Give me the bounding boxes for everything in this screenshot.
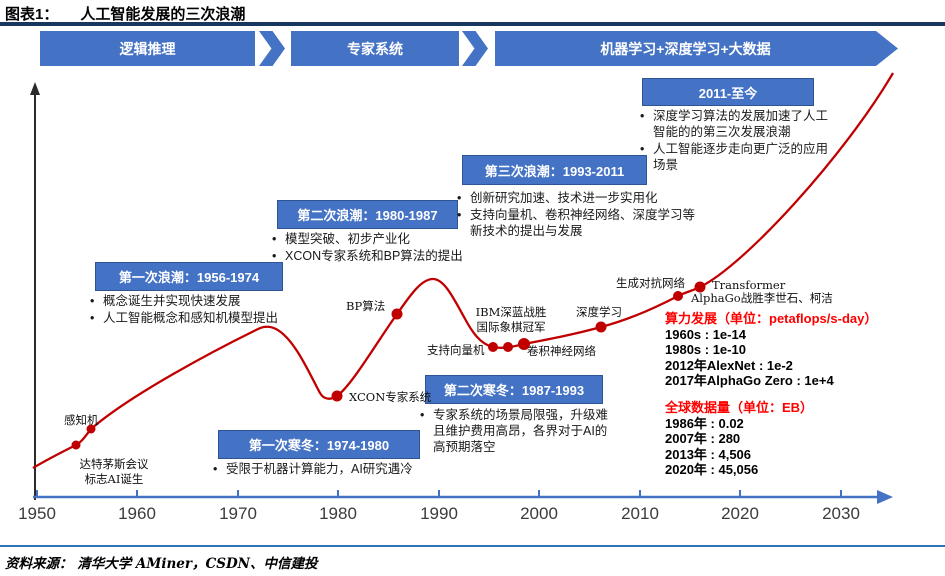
wave1-bullets: 概念诞生并实现快速发展 人工智能概念和感知机模型提出 bbox=[88, 293, 343, 327]
data-volume-stats-title: 全球数据量（单位：EB） bbox=[665, 400, 814, 415]
wave1-box: 第一次浪潮：1956-1974 bbox=[95, 262, 283, 291]
figure-title-row: 图表1： 人工智能发展的三次浪潮 bbox=[5, 3, 245, 24]
bullet-item: 创新研究加速、技术进一步实用化 bbox=[455, 190, 698, 206]
wave1-title: 第一次浪潮：1956-1974 bbox=[118, 270, 260, 285]
milestone-label-gan: 生成对抗网络 bbox=[616, 276, 685, 290]
wave4-box: 2011-至今 bbox=[642, 78, 814, 106]
stat-line: 1980s : 1e-10 bbox=[665, 342, 746, 357]
era-stage-logic-reasoning: 逻辑推理 bbox=[40, 31, 255, 66]
milestone-dot bbox=[391, 308, 403, 320]
milestone-dot bbox=[503, 342, 513, 352]
figure-label: 图表1： bbox=[5, 6, 59, 23]
milestone-label-bp: BP算法 bbox=[346, 299, 386, 313]
bullet-item: XCON专家系统和BP算法的提出 bbox=[270, 248, 495, 264]
bullet-item: 受限于机器计算能力，AI研究遇冷 bbox=[211, 461, 471, 477]
bullet-item: 支持向量机、卷积神经网络、深度学习等新技术的提出与发展 bbox=[455, 207, 698, 239]
milestone-label-deep-blue: IBM深蓝战胜 国际象棋冠军 bbox=[475, 305, 547, 334]
winter2-box: 第二次寒冬：1987-1993 bbox=[425, 375, 603, 404]
milestone-dot bbox=[595, 321, 607, 333]
bullet-item: 模型突破、初步产业化 bbox=[270, 231, 495, 247]
milestone-dot bbox=[673, 291, 683, 301]
bullet-item: 专家系统的场景局限强，升级难且维护费用高昂，各界对于AI的高预期落空 bbox=[418, 407, 610, 455]
wave2-bullets: 模型突破、初步产业化 XCON专家系统和BP算法的提出 bbox=[270, 231, 495, 265]
wave4-title: 2011-至今 bbox=[698, 85, 758, 101]
milestone-label-transformer: Transformer bbox=[712, 278, 786, 292]
x-axis-arrow-icon bbox=[877, 490, 893, 504]
milestone-label-perceptron: 感知机 bbox=[64, 413, 99, 427]
x-tick-1960: 1960 bbox=[118, 504, 156, 523]
x-tick-1990: 1990 bbox=[420, 504, 458, 523]
milestone-label-alphago: AlphaGo战胜李世石、柯洁 bbox=[691, 291, 833, 305]
stat-line: 2013年 : 4,506 bbox=[665, 446, 752, 462]
wave3-bullets: 创新研究加速、技术进一步实用化 支持向量机、卷积神经网络、深度学习等新技术的提出… bbox=[455, 190, 698, 240]
wave4-bullets: 深度学习算法的发展加速了人工智能的的第三次发展浪潮 人工智能逐步走向更广泛的应用… bbox=[638, 108, 836, 174]
winter1-bullets: 受限于机器计算能力，AI研究遇冷 bbox=[211, 461, 471, 478]
winter1-title: 第一次寒冬：1974-1980 bbox=[248, 438, 390, 453]
milestone-label-xcon: XCON专家系统 bbox=[349, 390, 432, 404]
stat-line: 2017年AlphaGo Zero : 1e+4 bbox=[665, 373, 834, 388]
x-tick-1980: 1980 bbox=[319, 504, 357, 523]
milestone-label-dartmouth: 达特茅斯会议 标志AI诞生 bbox=[79, 457, 149, 486]
source-note: 资料来源： 清华大学 AMiner，CSDN、中信建投 bbox=[5, 556, 318, 572]
milestone-dot bbox=[488, 342, 498, 352]
bullet-item: 深度学习算法的发展加速了人工智能的的第三次发展浪潮 bbox=[638, 108, 836, 140]
bullet-item: 概念诞生并实现快速发展 bbox=[88, 293, 343, 309]
data-volume-stats-block: 全球数据量（单位：EB） 1986年 : 0.02 2007年 : 280 20… bbox=[665, 400, 813, 478]
y-axis-arrow-icon bbox=[30, 82, 40, 95]
stat-line: 2020年 : 45,056 bbox=[665, 462, 759, 477]
wave3-title: 第三次浪潮：1993-2011 bbox=[484, 163, 625, 179]
milestone-label-svm: 支持向量机 bbox=[427, 343, 485, 357]
winter2-title: 第二次寒冬：1987-1993 bbox=[443, 383, 585, 398]
wave3-box: 第三次浪潮：1993-2011 bbox=[462, 155, 647, 185]
x-tick-2030: 2030 bbox=[822, 504, 860, 523]
x-tick-2020: 2020 bbox=[721, 504, 759, 523]
milestone-dot bbox=[331, 390, 343, 402]
milestone-dots bbox=[71, 281, 706, 450]
era-stage-label: 专家系统 bbox=[347, 40, 403, 57]
x-tick-1970: 1970 bbox=[219, 504, 257, 523]
stat-line: 1986年 : 0.02 bbox=[665, 415, 744, 431]
milestone-dot bbox=[694, 281, 706, 293]
milestone-label-deep-learning: 深度学习 bbox=[576, 305, 622, 319]
winter2-bullets: 专家系统的场景局限强，升级难且维护费用高昂，各界对于AI的高预期落空 bbox=[418, 407, 610, 456]
bullet-item: 人工智能概念和感知机模型提出 bbox=[88, 310, 343, 326]
wave2-title: 第二次浪潮：1980-1987 bbox=[297, 208, 438, 223]
wave2-box: 第二次浪潮：1980-1987 bbox=[277, 200, 458, 229]
milestone-label-cnn: 卷积神经网络 bbox=[527, 344, 596, 358]
x-tick-1950: 1950 bbox=[18, 504, 56, 523]
era-stage-expert-systems: 专家系统 bbox=[291, 31, 459, 66]
compute-stats-title: 算力发展（单位：petaflops/s-day） bbox=[665, 311, 878, 326]
era-stage-label: 机器学习+深度学习+大数据 bbox=[600, 40, 771, 57]
milestone-dot bbox=[71, 440, 81, 450]
bullet-item: 人工智能逐步走向更广泛的应用场景 bbox=[638, 141, 836, 173]
compute-stats-block: 算力发展（单位：petaflops/s-day） 1960s : 1e-14 1… bbox=[665, 311, 877, 389]
page-title: 人工智能发展的三次浪潮 bbox=[80, 6, 246, 23]
milestone-dot bbox=[518, 338, 530, 350]
era-stage-machine-learning: 机器学习+深度学习+大数据 bbox=[495, 31, 898, 66]
milestone-dot bbox=[86, 424, 96, 434]
stat-line: 1960s : 1e-14 bbox=[665, 326, 746, 342]
era-stage-label: 逻辑推理 bbox=[119, 40, 176, 57]
x-axis-ticks bbox=[36, 490, 842, 497]
footer-divider bbox=[0, 545, 945, 547]
x-tick-2000: 2000 bbox=[520, 504, 558, 523]
x-tick-2010: 2010 bbox=[621, 504, 659, 523]
title-divider bbox=[0, 22, 945, 26]
stat-line: 2007年 : 280 bbox=[665, 431, 741, 446]
winter1-box: 第一次寒冬：1974-1980 bbox=[218, 430, 420, 459]
stat-line: 2012年AlexNet : 1e-2 bbox=[665, 357, 793, 373]
